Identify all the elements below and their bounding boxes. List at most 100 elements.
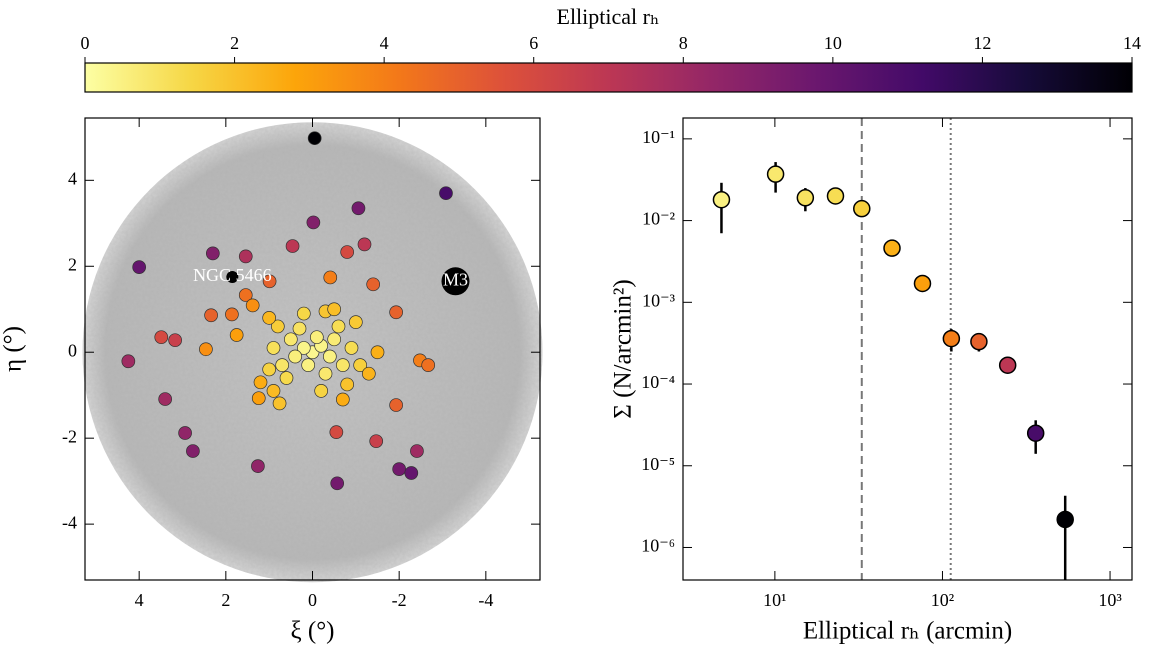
colorbar-tick-label: 6	[529, 33, 538, 53]
y-tick-label: 2	[68, 254, 77, 274]
star-point	[293, 322, 306, 335]
star-point	[199, 343, 212, 356]
y-axis-label: η (°)	[0, 326, 27, 372]
colorbar-label: Elliptical rₕ	[557, 4, 660, 29]
star-point	[328, 303, 341, 316]
star-point	[267, 384, 280, 397]
star-point	[362, 367, 375, 380]
star-point	[297, 307, 310, 320]
colorbar-tick-label: 10	[824, 33, 842, 53]
star-point	[315, 384, 328, 397]
star-point	[263, 363, 276, 376]
star-point	[239, 250, 252, 263]
colorbar-tick-label: 14	[1123, 33, 1141, 53]
y-tick-label: 10⁻⁶	[641, 536, 675, 556]
data-point	[1028, 425, 1044, 441]
data-point	[884, 240, 900, 256]
star-point	[230, 329, 243, 342]
x-tick-label: 4	[135, 590, 144, 610]
star-point	[267, 341, 280, 354]
x-tick-label: -4	[478, 590, 493, 610]
star-point	[205, 309, 218, 322]
data-point	[797, 190, 813, 206]
star-point	[336, 359, 349, 372]
star-point	[280, 372, 293, 385]
data-point	[854, 201, 870, 217]
star-point	[307, 216, 320, 229]
x-tick-label: 0	[308, 590, 317, 610]
star-point	[331, 477, 344, 490]
star-point	[289, 350, 302, 363]
y-tick-label: 10⁻⁵	[641, 454, 675, 474]
cluster-label: M3	[443, 269, 468, 289]
star-point	[308, 132, 321, 145]
star-point	[263, 311, 276, 324]
star-point	[319, 367, 332, 380]
star-point	[358, 238, 371, 251]
y-tick-label: 4	[68, 168, 77, 188]
star-point	[310, 331, 323, 344]
x-tick-label: 2	[221, 590, 230, 610]
figure: Elliptical rₕ 02468101214NGC 5466M3420-2…	[0, 0, 1150, 656]
colorbar-tick-label: 4	[380, 33, 389, 53]
data-point	[1057, 511, 1073, 527]
star-point	[252, 392, 265, 405]
y-tick-label: 10⁻³	[642, 290, 676, 310]
x-tick-label: 10³	[1098, 590, 1122, 610]
y-axis-label: Σ (N/arcmin²)	[610, 279, 637, 418]
star-point	[254, 376, 267, 389]
star-point	[276, 359, 289, 372]
star-point	[330, 426, 343, 439]
data-point	[827, 188, 843, 204]
colorbar-tick-label: 0	[81, 33, 90, 53]
x-axis-label: Elliptical rₕ (arcmin)	[803, 618, 1012, 645]
star-point	[405, 466, 418, 479]
y-tick-label: -2	[62, 426, 77, 446]
star-point	[273, 397, 286, 410]
star-point	[328, 333, 341, 346]
star-point	[225, 308, 238, 321]
colorbar-tick-label: 8	[679, 33, 688, 53]
star-point	[390, 399, 403, 412]
star-point	[410, 445, 423, 458]
star-point	[439, 187, 452, 200]
star-point	[179, 427, 192, 440]
star-point	[206, 247, 219, 260]
star-point	[186, 445, 199, 458]
star-point	[341, 378, 354, 391]
colorbar-tick-label: 12	[973, 33, 991, 53]
x-tick-label: 10¹	[763, 590, 786, 610]
data-point	[1000, 357, 1016, 373]
star-point	[352, 202, 365, 215]
star-point	[159, 393, 172, 406]
star-point	[122, 355, 135, 368]
star-point	[324, 271, 337, 284]
data-point	[943, 331, 959, 347]
star-point	[371, 346, 384, 359]
star-point	[302, 359, 315, 372]
y-tick-label: 10⁻²	[642, 209, 675, 229]
y-tick-label: 10⁻⁴	[641, 372, 675, 392]
x-tick-label: 10²	[931, 590, 954, 610]
colorbar	[85, 63, 1132, 92]
star-point	[393, 463, 406, 476]
star-point	[251, 460, 264, 473]
star-point	[155, 331, 168, 344]
star-point	[169, 334, 182, 347]
star-point	[323, 350, 336, 363]
star-point	[284, 333, 297, 346]
x-tick-label: -2	[392, 590, 407, 610]
data-point	[971, 334, 987, 350]
data-point	[914, 275, 930, 291]
star-point	[345, 341, 358, 354]
star-point	[422, 359, 435, 372]
data-point	[713, 192, 729, 208]
star-point	[286, 240, 299, 253]
star-point	[367, 278, 380, 291]
data-point	[768, 166, 784, 182]
y-tick-label: 0	[68, 340, 77, 360]
star-point	[370, 435, 383, 448]
star-point	[349, 316, 362, 329]
x-axis-label: ξ (°)	[290, 618, 334, 645]
y-tick-label: 10⁻¹	[642, 127, 675, 147]
